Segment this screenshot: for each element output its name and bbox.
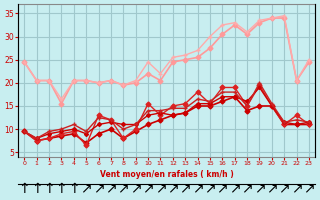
X-axis label: Vent moyen/en rafales ( km/h ): Vent moyen/en rafales ( km/h ) bbox=[100, 170, 234, 179]
